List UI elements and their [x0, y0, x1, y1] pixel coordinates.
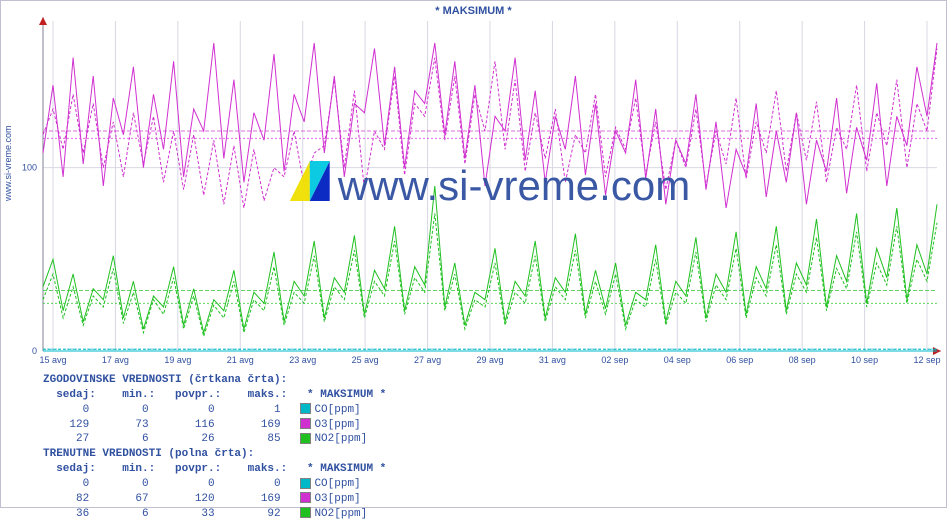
svg-text:19 avg: 19 avg — [164, 355, 191, 365]
svg-text:12 sep: 12 sep — [913, 355, 940, 365]
y-axis-label: www.si-vreme.com — [3, 125, 13, 201]
svg-text:21 avg: 21 avg — [227, 355, 254, 365]
svg-text:100: 100 — [22, 163, 37, 173]
svg-text:17 avg: 17 avg — [102, 355, 129, 365]
chart-plot: 010015 avg17 avg19 avg21 avg23 avg25 avg… — [43, 21, 937, 351]
svg-text:0: 0 — [32, 346, 37, 356]
legend: ZGODOVINSKE VREDNOSTI (črtkana črta): se… — [43, 373, 386, 521]
svg-text:02 sep: 02 sep — [601, 355, 628, 365]
chart-title: * MAKSIMUM * — [1, 1, 946, 17]
svg-text:27 avg: 27 avg — [414, 355, 441, 365]
svg-text:04 sep: 04 sep — [664, 355, 691, 365]
svg-text:29 avg: 29 avg — [476, 355, 503, 365]
svg-text:06 sep: 06 sep — [726, 355, 753, 365]
svg-text:10 sep: 10 sep — [851, 355, 878, 365]
svg-text:23 avg: 23 avg — [289, 355, 316, 365]
svg-text:15 avg: 15 avg — [39, 355, 66, 365]
svg-text:31 avg: 31 avg — [539, 355, 566, 365]
svg-text:08 sep: 08 sep — [789, 355, 816, 365]
svg-text:25 avg: 25 avg — [352, 355, 379, 365]
